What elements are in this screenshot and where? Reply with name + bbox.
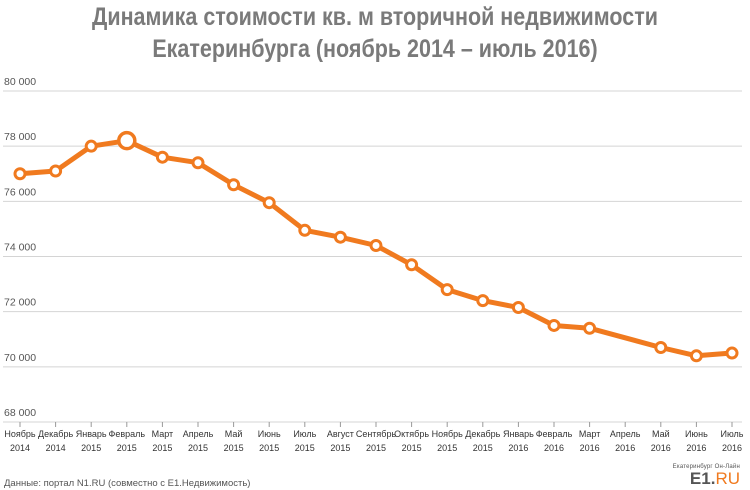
data-point — [583, 321, 597, 335]
chart-title-line2: Екатеринбурга (ноябрь 2014 – июль 2016) — [152, 35, 598, 63]
x-tick-label-month: Июнь — [258, 429, 281, 439]
x-tick-label-month: Февраль — [109, 429, 146, 439]
x-tick-label-month: Декабрь — [465, 429, 500, 439]
data-point — [84, 139, 98, 153]
x-tick-label-month: Ноябрь — [4, 429, 36, 439]
data-point — [405, 258, 419, 272]
x-tick-label-year: 2015 — [188, 443, 208, 453]
data-point — [49, 164, 63, 178]
y-tick-label: 72 000 — [4, 297, 36, 309]
y-tick-label: 80 000 — [4, 76, 36, 88]
x-tick-label-year: 2015 — [473, 443, 493, 453]
x-tick-label-year: 2015 — [81, 443, 101, 453]
y-tick-label: 68 000 — [4, 407, 36, 419]
x-tick-label-year: 2015 — [152, 443, 172, 453]
x-tick-label-month: Сентябрь — [356, 429, 397, 439]
x-tick-label-month: Ноябрь — [432, 429, 464, 439]
x-tick-label-month: Июнь — [685, 429, 708, 439]
data-point — [155, 150, 169, 164]
x-tick-label-year: 2015 — [259, 443, 279, 453]
data-point — [689, 349, 703, 363]
x-tick-label-year: 2015 — [224, 443, 244, 453]
x-tick-label-month: Апрель — [610, 429, 641, 439]
logo-brand-suffix: RU — [715, 469, 740, 488]
x-tick-label-year: 2016 — [615, 443, 635, 453]
e1-logo: Екатеринбург Он-Лайн E1.RU — [673, 464, 740, 489]
x-tick-label-month: Март — [579, 429, 601, 439]
x-tick-label-month: Январь — [76, 429, 107, 439]
y-tick-label: 70 000 — [4, 352, 36, 364]
x-tick-label-year: 2016 — [651, 443, 671, 453]
x-tick-label-year: 2014 — [10, 443, 30, 453]
x-tick-label-month: Январь — [503, 429, 534, 439]
x-tick-label-year: 2015 — [437, 443, 457, 453]
x-tick-label-year: 2016 — [508, 443, 528, 453]
x-tick-label-month: Октябрь — [394, 429, 429, 439]
data-point — [369, 238, 383, 252]
x-tick-label-month: Июль — [293, 429, 316, 439]
x-tick-label-month: Март — [152, 429, 174, 439]
logo-brand-main: E1. — [689, 469, 716, 488]
data-point — [13, 167, 27, 181]
data-point — [227, 178, 241, 192]
data-point — [511, 301, 525, 315]
data-point — [117, 130, 137, 151]
data-point — [547, 318, 561, 332]
data-point — [440, 283, 454, 297]
data-point — [191, 156, 205, 170]
chart-title-line1: Динамика стоимости кв. м вторичной недви… — [92, 3, 658, 31]
x-tick-label-year: 2015 — [117, 443, 137, 453]
data-point — [298, 223, 312, 237]
x-tick-label-year: 2016 — [722, 443, 742, 453]
x-tick-label-year: 2015 — [402, 443, 422, 453]
x-tick-label-year: 2015 — [295, 443, 315, 453]
x-tick-label-year: 2016 — [544, 443, 564, 453]
x-tick-label-month: Февраль — [536, 429, 573, 439]
data-point — [262, 196, 276, 210]
x-tick-label-month: Декабрь — [38, 429, 73, 439]
x-tick-label-year: 2015 — [366, 443, 386, 453]
data-source-note: Данные: портал N1.RU (совместно с Е1.Нед… — [4, 478, 251, 489]
y-tick-label: 76 000 — [4, 186, 36, 198]
x-tick-label-year: 2016 — [686, 443, 706, 453]
x-tick-label-month: Май — [652, 429, 670, 439]
y-tick-label: 74 000 — [4, 242, 36, 254]
x-tick-label-year: 2016 — [580, 443, 600, 453]
x-tick-label-year: 2014 — [46, 443, 66, 453]
x-tick-label-month: Апрель — [183, 429, 214, 439]
y-tick-label: 78 000 — [4, 131, 36, 143]
data-point — [476, 294, 490, 308]
data-point — [654, 341, 668, 355]
x-tick-label-month: Июль — [721, 429, 744, 439]
logo-tagline: Екатеринбург Он-Лайн — [672, 464, 740, 470]
x-tick-label-year: 2015 — [330, 443, 350, 453]
x-tick-label-month: Май — [225, 429, 243, 439]
data-point — [333, 230, 347, 244]
data-point — [725, 346, 739, 360]
x-tick-label-month: Август — [327, 429, 354, 439]
